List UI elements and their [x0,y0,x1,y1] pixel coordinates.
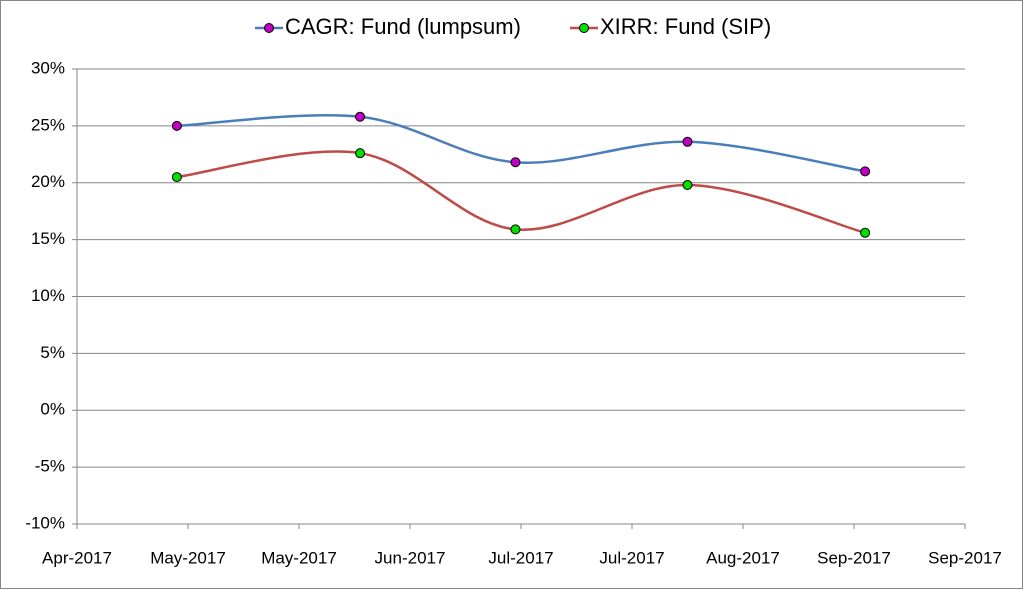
data-point [682,136,693,147]
y-tick-label: 10% [31,286,65,305]
x-tick-label: Sep-2017 [928,548,1002,567]
y-tick-label: 15% [31,229,65,248]
data-point [682,180,693,191]
x-tick-label: May-2017 [150,548,226,567]
y-tick-label: 5% [40,343,65,362]
x-tick-label: Jul-2017 [599,548,664,567]
y-tick-label: 20% [31,172,65,191]
data-point [355,111,366,122]
y-tick-label: 0% [40,400,65,419]
legend-marker [264,23,274,33]
data-point [171,120,182,131]
y-tick-label: -10% [25,513,65,532]
x-tick-label: May-2017 [261,548,337,567]
x-tick-label: Jul-2017 [488,548,553,567]
data-point [510,157,521,168]
data-point [860,166,871,177]
data-point [355,148,366,159]
legend-marker [579,23,589,33]
data-point [510,224,521,235]
x-tick-label: Apr-2017 [42,548,112,567]
data-point [171,172,182,183]
y-tick-label: 25% [31,115,65,134]
legend-label: XIRR: Fund (SIP) [600,14,771,39]
x-tick-label: Jun-2017 [375,548,446,567]
x-tick-label: Aug-2017 [706,548,780,567]
y-tick-label: -5% [35,457,65,476]
data-point [860,227,871,238]
x-tick-label: Sep-2017 [817,548,891,567]
legend-label: CAGR: Fund (lumpsum) [285,14,521,39]
y-tick-label: 30% [31,58,65,77]
